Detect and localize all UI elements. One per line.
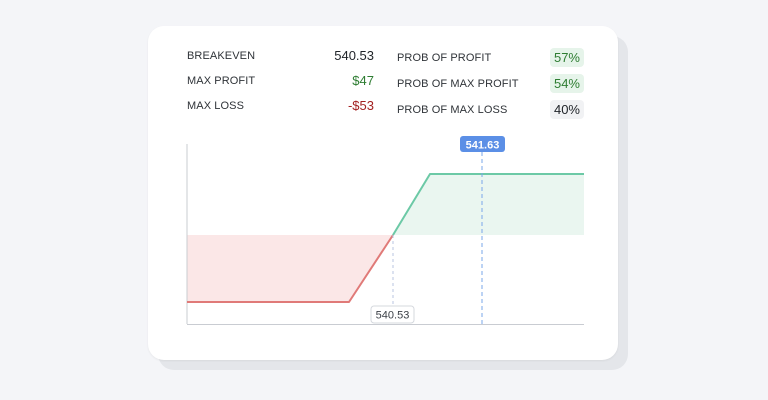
max-loss-value: -$53 (347, 98, 374, 113)
prob-of-profit-value: 57% (549, 48, 584, 67)
loss-area (187, 235, 393, 302)
loss-line (187, 234, 394, 303)
strategy-card: BREAKEVEN 540.53 MAX PROFIT $47 MAX LOSS… (148, 26, 618, 360)
profit-area (393, 174, 584, 235)
breakeven-marker-tag (370, 305, 415, 324)
max-loss-label: MAX LOSS (187, 100, 245, 112)
prob-of-profit-label: PROB OF PROFIT (397, 52, 492, 64)
breakeven-label: BREAKEVEN (187, 50, 256, 62)
max-profit-label: MAX PROFIT (187, 75, 256, 87)
breakeven-marker-label: 540.53 (376, 310, 410, 322)
max-profit-value: $47 (352, 73, 374, 88)
breakeven-value: 540.53 (334, 48, 374, 63)
payoff-chart: 540.53 541.63 (186, 136, 584, 325)
prob-of-max-profit-label: PROB OF MAX PROFIT (397, 78, 519, 90)
profit-line (392, 173, 584, 236)
prob-of-max-loss-value: 40% (549, 100, 584, 119)
current-price-label: 541.63 (466, 140, 500, 152)
prob-of-max-loss-label: PROB OF MAX LOSS (397, 104, 508, 116)
prob-of-max-profit-value: 54% (549, 74, 584, 93)
current-price-tag (460, 136, 505, 152)
